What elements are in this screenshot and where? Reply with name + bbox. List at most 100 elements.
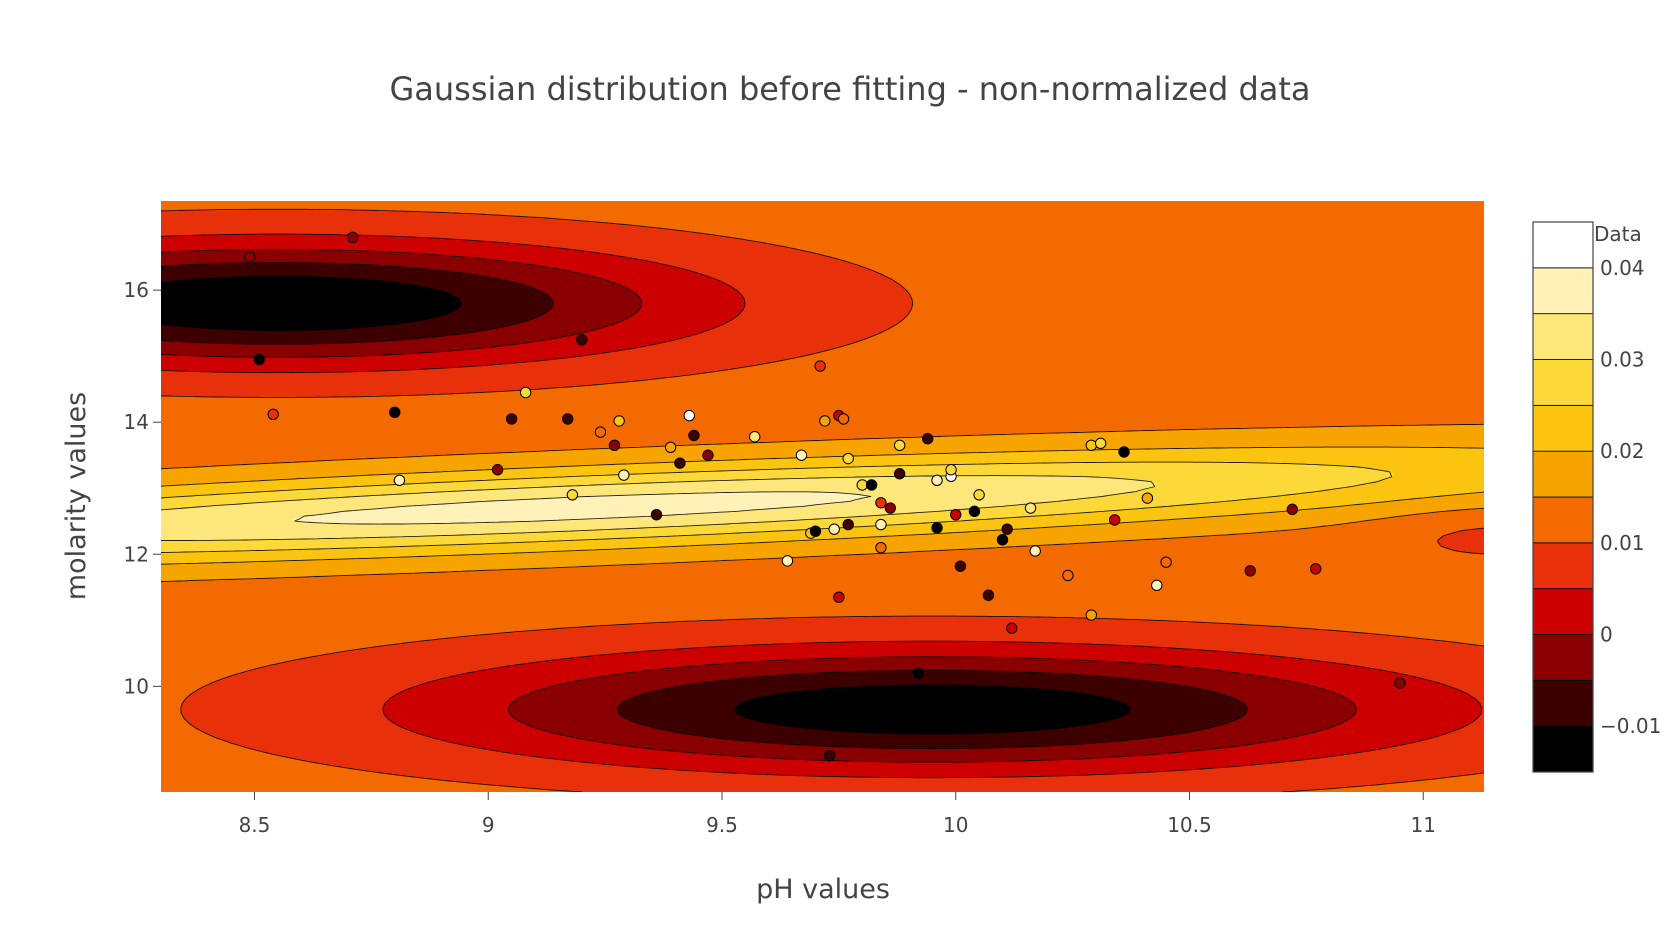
colorbar-band: [1532, 221, 1594, 269]
chart-title: Gaussian distribution before fitting - n…: [389, 70, 1310, 108]
y-tick-label: 16: [124, 278, 149, 302]
data-point[interactable]: [650, 508, 663, 521]
data-point[interactable]: [884, 502, 896, 514]
colorbar-band: [1532, 404, 1594, 452]
plot-area[interactable]: [161, 201, 1484, 792]
contour-line: [161, 208, 1484, 792]
data-point[interactable]: [781, 555, 794, 567]
data-point[interactable]: [594, 426, 607, 438]
data-point[interactable]: [702, 449, 714, 461]
data-point[interactable]: [1394, 677, 1406, 689]
data-point[interactable]: [1029, 545, 1041, 557]
data-point[interactable]: [1062, 569, 1074, 582]
contour-fill: [161, 201, 1484, 792]
data-point[interactable]: [809, 525, 822, 537]
data-point[interactable]: [982, 589, 995, 601]
data-point[interactable]: [576, 333, 588, 346]
contour-line: [161, 423, 1484, 582]
data-point[interactable]: [996, 534, 1009, 546]
contour-line: [161, 275, 1131, 735]
data-point[interactable]: [613, 415, 625, 427]
x-axis: 8.5 9 9.5 10 10.5 11: [239, 792, 1436, 837]
data-point[interactable]: [244, 251, 256, 263]
data-point[interactable]: [1085, 609, 1098, 621]
data-point[interactable]: [1118, 446, 1130, 458]
data-point[interactable]: [683, 409, 695, 422]
data-point[interactable]: [893, 439, 906, 452]
contour-lines: [161, 208, 1484, 792]
contour-line: [161, 475, 1156, 541]
data-point[interactable]: [875, 497, 887, 509]
data-point[interactable]: [1108, 514, 1121, 526]
data-point[interactable]: [912, 667, 925, 679]
data-point[interactable]: [519, 386, 532, 399]
x-tick-label: 11: [1410, 813, 1435, 837]
colorbar-band: [1532, 450, 1594, 498]
y-axis-title: molarity values: [61, 392, 92, 600]
data-point[interactable]: [1094, 437, 1107, 450]
data-point[interactable]: [1244, 565, 1256, 577]
data-point[interactable]: [491, 464, 504, 476]
data-point[interactable]: [566, 489, 579, 501]
data-point[interactable]: [823, 749, 836, 762]
data-point[interactable]: [842, 518, 854, 531]
data-point[interactable]: [828, 523, 840, 535]
data-point[interactable]: [505, 413, 518, 425]
x-tick-label: 9: [482, 813, 495, 837]
y-tick-label: 12: [124, 542, 149, 566]
data-point[interactable]: [749, 431, 761, 443]
data-point[interactable]: [814, 360, 826, 372]
data-point[interactable]: [921, 433, 934, 445]
data-point[interactable]: [688, 429, 700, 442]
data-point[interactable]: [865, 479, 878, 491]
data-point[interactable]: [1160, 556, 1172, 568]
colorbar-band: [1532, 679, 1594, 727]
colorbar-title: Data: [1594, 222, 1642, 246]
data-point[interactable]: [931, 474, 943, 487]
data-point[interactable]: [842, 452, 854, 465]
colorbar-band: [1532, 588, 1594, 635]
data-point[interactable]: [973, 489, 985, 501]
data-point[interactable]: [819, 415, 831, 427]
data-point[interactable]: [837, 413, 850, 425]
data-point[interactable]: [267, 408, 279, 420]
x-tick-label: 9.5: [706, 813, 738, 837]
data-point[interactable]: [1141, 492, 1154, 504]
data-point[interactable]: [1006, 622, 1018, 634]
colorbar-tick-label: 0: [1600, 623, 1613, 647]
data-point[interactable]: [674, 457, 686, 469]
data-point[interactable]: [253, 353, 265, 366]
data-point[interactable]: [618, 469, 630, 481]
data-point[interactable]: [795, 449, 808, 461]
y-axis: 10 12 14 16: [124, 278, 161, 698]
data-point[interactable]: [856, 479, 868, 491]
data-point[interactable]: [1151, 579, 1163, 592]
data-point[interactable]: [389, 406, 401, 419]
data-point[interactable]: [1085, 439, 1098, 452]
colorbar-band: [1532, 313, 1594, 360]
data-point[interactable]: [1024, 502, 1037, 514]
data-point[interactable]: [608, 439, 621, 452]
colorbar-frame: [1532, 221, 1594, 773]
data-point[interactable]: [875, 541, 887, 554]
colorbar-band: [1532, 496, 1594, 544]
data-point[interactable]: [346, 231, 359, 244]
data-point[interactable]: [875, 518, 887, 531]
data-point[interactable]: [893, 468, 906, 480]
data-point[interactable]: [664, 441, 677, 454]
data-point[interactable]: [1001, 523, 1013, 535]
data-point[interactable]: [393, 474, 406, 487]
x-tick-label: 10.5: [1167, 813, 1212, 837]
colorbar: −0.01 0 0.01 0.02 0.03 0.04 Data: [1532, 221, 1661, 773]
data-point[interactable]: [562, 413, 574, 425]
data-point[interactable]: [968, 505, 981, 518]
data-point[interactable]: [954, 560, 967, 572]
data-point[interactable]: [1310, 563, 1322, 575]
data-point[interactable]: [833, 591, 845, 603]
data-point[interactable]: [1286, 503, 1299, 516]
data-point[interactable]: [945, 464, 957, 476]
contour-line: [161, 461, 1393, 553]
data-point[interactable]: [950, 508, 962, 521]
data-point[interactable]: [931, 522, 943, 534]
